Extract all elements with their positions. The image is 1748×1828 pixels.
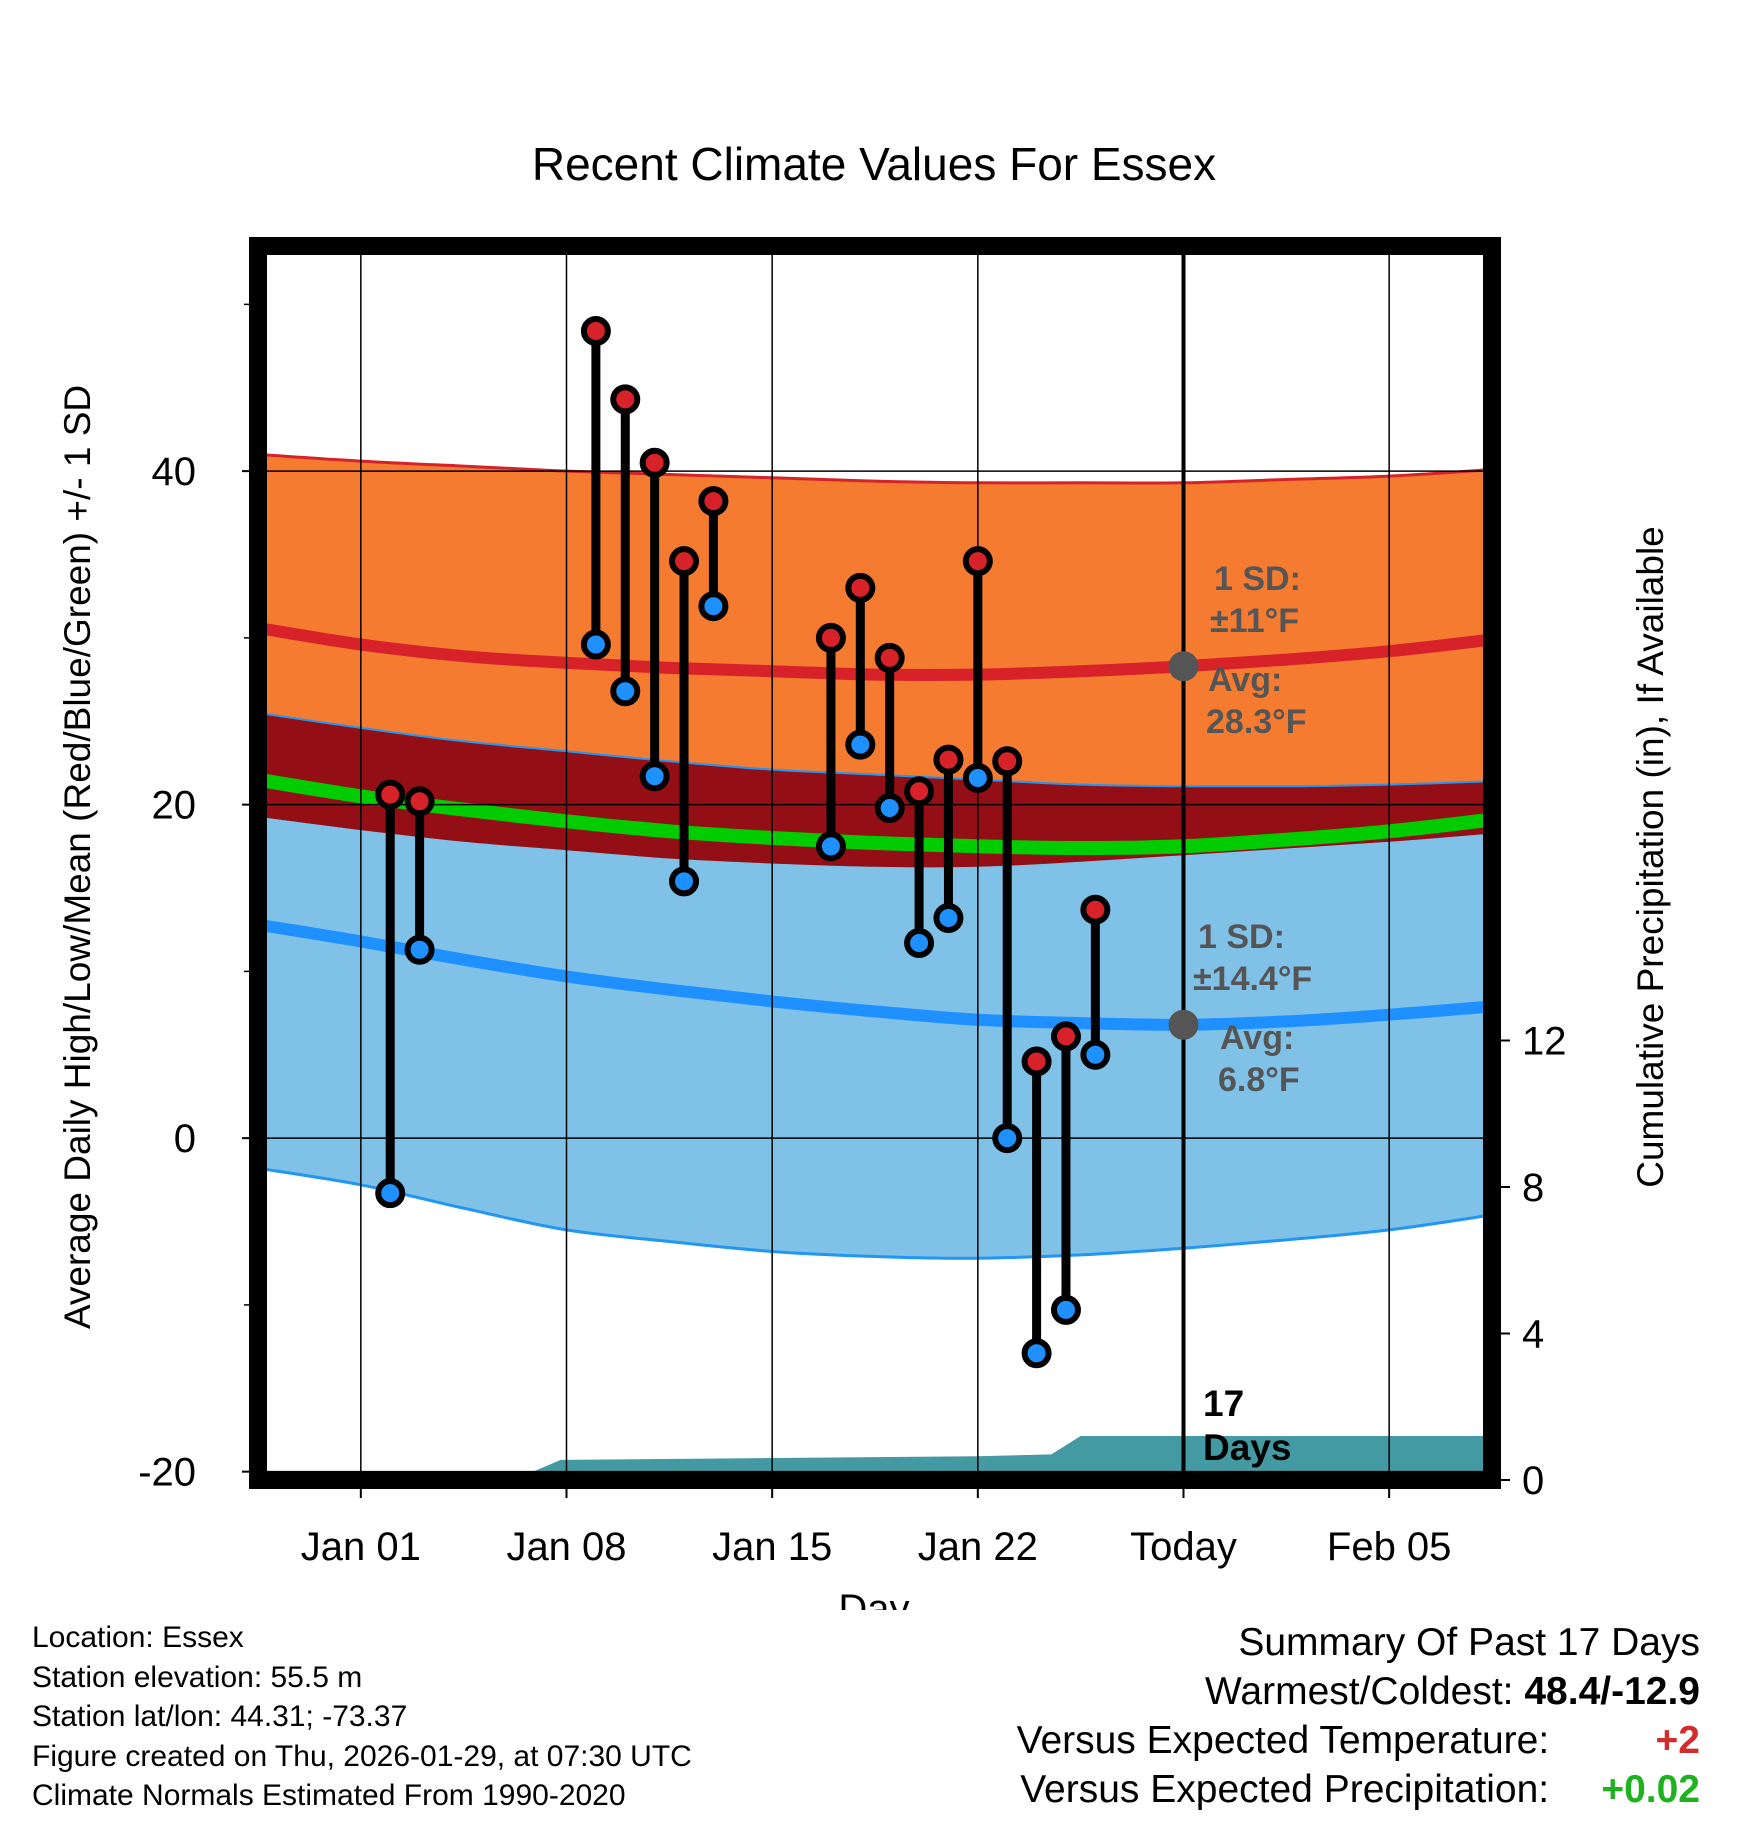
daily-high-point [1080,894,1111,925]
x-tick-label: Jan 08 [506,1525,626,1569]
daily-high-point [962,546,993,577]
plot-content [258,246,1492,1480]
high-sd-band [258,454,1492,787]
mean-avg-line [258,772,1492,856]
period-unit: Days [1203,1427,1291,1468]
high-sd-label: 1 SD: [1214,560,1301,598]
y-tick-label-left: 0 [174,1117,196,1161]
summary-title: Summary Of Past 17 Days [1238,1621,1700,1664]
period-count: 17 [1203,1383,1244,1424]
y-tick-label-left: 40 [152,450,197,494]
daily-low-point [580,629,611,660]
y-tick-label-right: 0 [1522,1459,1544,1503]
y-tick-label-left: 20 [152,784,197,828]
warmest-label: Warmest/Coldest: [1205,1670,1514,1713]
y-axis-label-right: Cumulative Precipitation (in), If Availa… [1630,526,1671,1188]
high-avg-today-marker [1168,651,1199,682]
temp-value: +2 [1655,1719,1700,1762]
y-tick-label-right: 4 [1522,1313,1544,1357]
chart-title: Recent Climate Values For Essex [532,138,1216,190]
plot-frame [249,237,1501,1489]
low-avg-value: 6.8°F [1218,1061,1300,1099]
daily-low-point [1050,1294,1081,1325]
summary-panel: Summary Of Past 17 Days Warmest/Coldest:… [1017,1618,1700,1814]
temp-label: Versus Expected Temperature: [1016,1719,1550,1762]
low-sd-value: ±14.4°F [1193,960,1312,998]
daily-high-point [639,447,670,478]
summary-warmest-row: Warmest/Coldest: 48.4/-12.9 [1017,1667,1700,1716]
low-avg-line [258,918,1492,1031]
daily-low-point [815,831,846,862]
daily-low-point [962,762,993,793]
daily-low-point [904,928,935,959]
station-latlon: Station lat/lon: 44.31; -73.37 [32,1700,408,1733]
station-elevation: Station elevation: 55.5 m [32,1660,363,1694]
daily-high-point [815,622,846,653]
y-tick-label-left: -20 [138,1451,196,1495]
daily-low-point [698,591,729,622]
daily-low-point [845,729,876,760]
daily-high-point [580,316,611,347]
low-upper-edge [258,815,1492,868]
y-axis-label-left: Average Daily High/Low/Mean (Red/Blue/Gr… [57,385,98,1329]
normals-period: Climate Normals Estimated From 1990-2020 [32,1779,626,1812]
x-tick-label: Jan 15 [712,1525,832,1569]
high-lower-edge [258,711,1492,788]
summary-temp-row: Versus Expected Temperature: +2 [1017,1716,1700,1765]
precip-label: Versus Expected Precipitation: [1020,1768,1550,1811]
low-lower-edge [258,1166,1492,1260]
daily-low-point [404,934,435,965]
daily-low-point [1080,1039,1111,1070]
warmest-value: 48.4/-12.9 [1524,1670,1700,1713]
low-sd-label: 1 SD: [1198,918,1285,956]
x-tick-label: Jan 01 [301,1525,421,1569]
daily-low-point [639,761,670,792]
x-tick-label: Jan 22 [918,1525,1038,1569]
plot-area: 1 SD: ±11°F Avg: 28.3°F 1 SD: ±14.4°F Avg: 6.8°… [138,237,1567,1569]
y-tick-label-right: 12 [1522,1020,1567,1064]
daily-low-point [1021,1338,1052,1369]
daily-high-point [992,746,1023,777]
daily-low-point [669,866,700,897]
daily-high-point [933,744,964,775]
daily-low-point [933,903,964,934]
high-sd-value: ±11°F [1210,602,1299,640]
low-avg-today-marker [1168,1009,1199,1040]
figure-created: Figure created on Thu, 2026-01-29, at 07… [32,1739,692,1773]
low-avg-label: Avg: [1220,1019,1294,1057]
high-avg-line [258,621,1492,681]
x-tick-label: Feb 05 [1327,1525,1452,1569]
daily-high-point [669,546,700,577]
daily-high-point [698,486,729,517]
precip-value: +0.02 [1601,1768,1700,1811]
x-axis-label: Day [838,1587,909,1610]
daily-high-point [845,572,876,603]
daily-high-point [904,776,935,807]
y-tick-label-right: 8 [1522,1166,1544,1210]
high-avg-value: 28.3°F [1206,703,1307,741]
high-avg-label: Avg: [1208,661,1282,699]
daily-high-point [404,786,435,817]
daily-high-point [375,779,406,810]
high-upper-edge [258,452,1492,485]
daily-high-point [874,642,905,673]
summary-precip-row: Versus Expected Precipitation: +0.02 [1017,1765,1700,1814]
x-tick-label: Today [1130,1525,1237,1569]
daily-low-point [610,676,641,707]
climate-chart: Recent Climate Values For Essex 1 SD: ±11… [57,138,1671,1610]
daily-low-point [992,1123,1023,1154]
daily-low-point [375,1178,406,1209]
daily-high-point [1021,1046,1052,1077]
station-info: Location: Essex Station elevation: 55.5 … [32,1618,692,1816]
daily-high-point [1050,1021,1081,1052]
low-sd-band [258,816,1492,1259]
station-location: Location: Essex [32,1621,244,1654]
daily-high-point [610,384,641,415]
daily-low-point [874,792,905,823]
